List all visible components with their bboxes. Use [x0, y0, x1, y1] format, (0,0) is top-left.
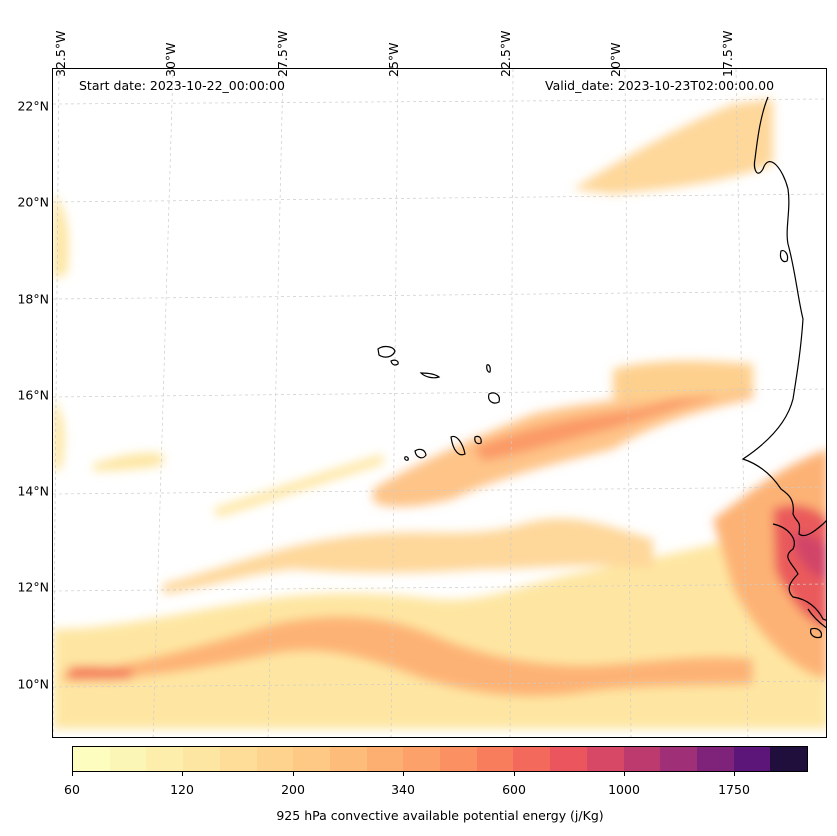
lat-label-14n: 14°N: [17, 483, 49, 499]
island-sao-nicolau: [419, 372, 441, 379]
coastline-senegal: [772, 523, 826, 621]
colorbar-segment-3: [183, 747, 220, 771]
lon-label-20w: 20°W: [608, 42, 623, 77]
colorbar-segment-13: [550, 747, 587, 771]
cape-band-mid: [163, 518, 653, 594]
colorbar-tick-60: 60: [64, 782, 80, 797]
lon-label-22-5w: 22.5°W: [498, 30, 513, 77]
colorbar-segment-14: [586, 747, 624, 771]
colorbar-segment-15: [623, 747, 661, 771]
colorbar-tickmark: [293, 772, 294, 776]
cape-edge-w: [53, 399, 65, 471]
colorbar-segment-9: [403, 747, 441, 771]
colorbar-tick-1000: 1000: [608, 782, 640, 797]
island-canary-like: [779, 250, 789, 263]
cape-patch-22n: [573, 99, 773, 194]
colorbar-segment-6: [293, 747, 330, 771]
island-boa-vista: [488, 392, 500, 404]
lon-label-27-5w: 27.5°W: [275, 30, 290, 77]
cape-patch-west: [93, 452, 163, 471]
colorbar-tick-120: 120: [170, 782, 194, 797]
island-brava: [404, 456, 409, 461]
colorbar-segment-1: [109, 747, 147, 771]
colorbar: [72, 746, 808, 772]
lat-label-18n: 18°N: [17, 291, 49, 307]
lon-label-17-5w: 17.5°W: [720, 30, 735, 77]
colorbar-tickmark: [734, 772, 735, 776]
lon-label-25w: 25°W: [386, 42, 401, 77]
coastline-africa: [741, 96, 826, 537]
island-santiago: [450, 435, 466, 456]
colorbar-segment-0: [73, 747, 110, 771]
cape-band-south-strong: [68, 666, 133, 681]
cape-patch-16n: [613, 360, 753, 400]
colorbar-tick-340: 340: [391, 782, 415, 797]
island-sal: [486, 364, 491, 373]
islands: [377, 250, 822, 639]
colorbar-segment-19: [770, 747, 808, 771]
graticule: [53, 69, 826, 737]
island-maio: [474, 435, 482, 445]
colorbar-segment-2: [146, 747, 184, 771]
colorbar-tick-600: 600: [502, 782, 526, 797]
colorbar-tick-1750: 1750: [718, 782, 750, 797]
lat-label-22n: 22°N: [17, 98, 49, 114]
colorbar-segment-12: [513, 747, 551, 771]
colorbar-tickmark: [403, 772, 404, 776]
colorbar-label: 925 hPa convective available potential e…: [276, 808, 604, 823]
colorbar-segment-8: [366, 747, 404, 771]
coastlines: [741, 96, 826, 629]
cape-band-south-core: [63, 616, 753, 697]
colorbar-segment-11: [476, 747, 514, 771]
lat-label-12n: 12°N: [17, 579, 49, 595]
cape-field: [53, 99, 826, 729]
colorbar-segment-4: [219, 747, 257, 771]
lat-label-10n: 10°N: [17, 676, 49, 692]
colorbar-segment-7: [329, 747, 367, 771]
cape-map: [53, 69, 826, 737]
valid-date-label: Valid_date: 2023-10-23T02:00:00.00: [545, 78, 775, 93]
colorbar-tickmark: [72, 772, 73, 776]
colorbar-tickmark: [624, 772, 625, 776]
cape-coast-east-peak: [793, 533, 826, 579]
colorbar-segment-10: [440, 747, 477, 771]
map-panel: [52, 68, 827, 738]
island-sao-vicente: [390, 359, 399, 366]
cape-coast-east-core: [773, 504, 826, 629]
colorbar-segment-17: [696, 747, 734, 771]
colorbar-segment-5: [256, 747, 294, 771]
cape-band-west-14n: [213, 454, 383, 517]
lon-label-32-5w: 32.5°W: [53, 30, 68, 77]
island-santo-antao: [377, 345, 396, 358]
island-fogo: [414, 448, 427, 459]
colorbar-segment-18: [733, 747, 771, 771]
colorbar-tick-200: 200: [281, 782, 305, 797]
colorbar-segment-16: [660, 747, 697, 771]
cape-edge-nw: [53, 194, 69, 279]
start-date-label: Start date: 2023-10-22_00:00:00: [79, 78, 285, 93]
cape-band-capeverde-core: [473, 387, 713, 461]
lon-label-30w: 30°W: [163, 42, 178, 77]
island-bissagos: [810, 627, 822, 639]
colorbar-tickmark: [514, 772, 515, 776]
colorbar-tickmark: [182, 772, 183, 776]
lat-label-20n: 20°N: [17, 194, 49, 210]
coastline-guinea: [807, 608, 826, 629]
lat-label-16n: 16°N: [17, 387, 49, 403]
